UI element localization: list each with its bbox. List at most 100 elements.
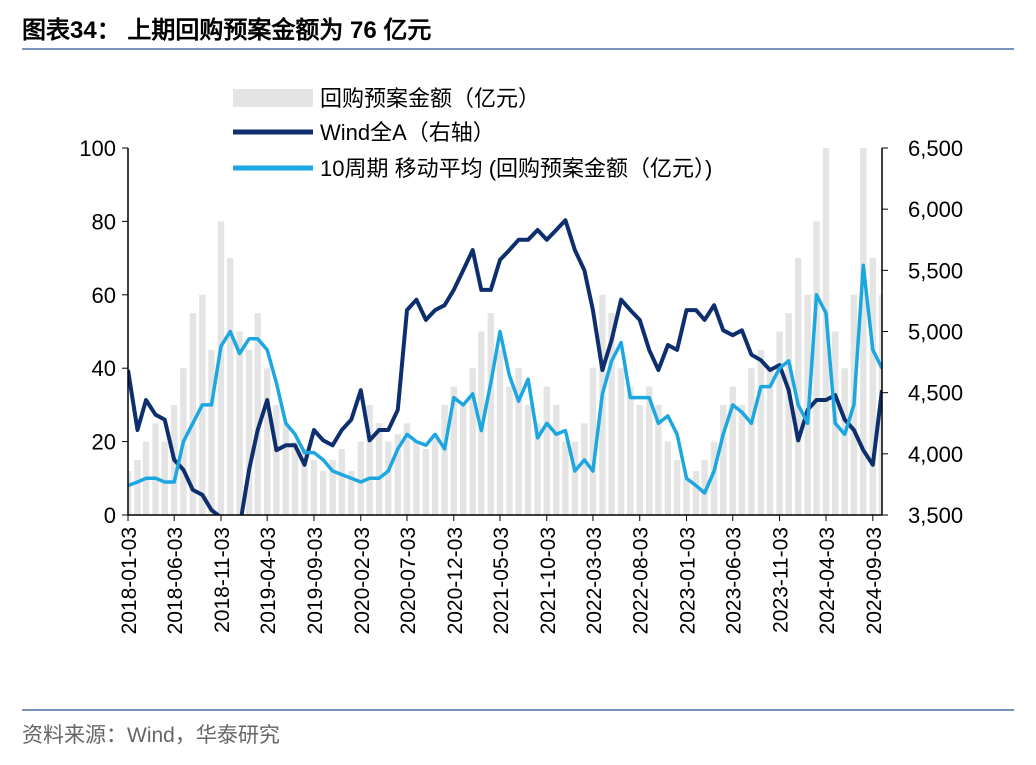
- bar: [431, 434, 439, 515]
- bar: [263, 368, 271, 515]
- y2-tick-label: 5,000: [908, 320, 963, 345]
- bar: [338, 448, 346, 515]
- bar: [617, 368, 625, 515]
- x-tick-label: 2019-04-03: [257, 527, 280, 634]
- bar: [422, 448, 430, 515]
- x-tick-label: 2019-09-03: [304, 527, 327, 634]
- bar: [310, 459, 318, 515]
- legend-label: Wind全A（右轴）: [320, 120, 495, 145]
- bar: [291, 441, 299, 515]
- bar: [357, 441, 364, 515]
- bar: [226, 258, 234, 515]
- y2-tick-label: 3,500: [908, 503, 963, 528]
- y-tick-label: 0: [104, 503, 116, 528]
- bar: [524, 404, 532, 515]
- x-tick-label: 2023-06-03: [723, 527, 746, 634]
- bar: [394, 434, 402, 515]
- bar: [860, 148, 867, 515]
- bar: [766, 368, 774, 515]
- bar: [385, 441, 392, 515]
- bar: [534, 423, 541, 515]
- bar: [794, 258, 802, 515]
- y-tick-label: 100: [79, 136, 116, 161]
- bar: [720, 404, 727, 515]
- bar: [776, 331, 783, 515]
- bar: [515, 368, 522, 515]
- x-tick-label: 2023-11-03: [770, 527, 793, 633]
- bar: [701, 459, 708, 515]
- bar: [729, 386, 736, 515]
- bar: [562, 441, 569, 515]
- line-series: [128, 218, 882, 515]
- y2-tick-label: 4,000: [908, 442, 963, 467]
- bar: [273, 404, 280, 515]
- x-tick-label: 2023-01-03: [677, 527, 700, 634]
- y-tick-label: 40: [92, 356, 116, 381]
- bar: [460, 404, 467, 515]
- bar: [375, 423, 383, 515]
- bar: [543, 386, 550, 515]
- bar: [189, 313, 197, 515]
- bar: [841, 368, 848, 515]
- legend: 回购预案金额（亿元） Wind全A（右轴） 10周期 移动平均 (回购预案金额（亿元…: [233, 86, 712, 181]
- bar: [692, 470, 700, 515]
- x-tick-label: 2020-07-03: [397, 527, 420, 634]
- y2-tick-label: 6,500: [908, 136, 963, 161]
- bar: [245, 349, 253, 515]
- x-tick-label: 2018-11-03: [211, 527, 234, 633]
- bar: [152, 423, 159, 515]
- x-tick-label: 2021-10-03: [537, 527, 560, 634]
- bar: [553, 404, 560, 515]
- bar: [282, 423, 290, 515]
- bar: [664, 441, 672, 515]
- bar: [134, 459, 141, 515]
- bar: [450, 386, 457, 515]
- bar: [738, 404, 746, 515]
- y2-tick-label: 4,500: [908, 381, 963, 406]
- bar: [329, 459, 336, 515]
- bar: [571, 441, 579, 515]
- bar: [627, 386, 634, 515]
- y2-tick-label: 6,000: [908, 197, 963, 222]
- source: 资料来源：Wind，华泰研究: [22, 724, 280, 747]
- bar: [869, 258, 877, 515]
- x-tick-label: 2018-01-03: [118, 527, 141, 634]
- line-series: [128, 263, 882, 495]
- x-tick-label: 2021-05-03: [490, 527, 513, 634]
- bar: [496, 349, 504, 515]
- bar: [655, 404, 662, 515]
- x-tick-label: 2020-02-03: [351, 527, 374, 634]
- plot-area: [128, 148, 882, 515]
- bar: [161, 441, 168, 515]
- x-tick-label: 2022-03-03: [583, 527, 606, 634]
- bar: [813, 221, 820, 515]
- x-tick-label: 2022-08-03: [630, 527, 653, 634]
- bar: [581, 423, 588, 515]
- y-tick-label: 80: [92, 209, 116, 234]
- y-tick-label: 60: [92, 283, 116, 308]
- x-tick-label: 2024-04-03: [816, 527, 839, 634]
- bar: [236, 331, 243, 515]
- bar: [748, 368, 755, 515]
- bar: [757, 349, 765, 515]
- x-tick-label: 2020-12-03: [444, 527, 467, 634]
- bar: [506, 386, 513, 515]
- bar: [217, 221, 225, 515]
- bar: [413, 441, 420, 515]
- bar: [636, 404, 643, 515]
- bar: [785, 313, 792, 515]
- bar: [710, 441, 718, 515]
- bar: [441, 404, 448, 515]
- x-tick-label: 2018-06-03: [164, 527, 187, 634]
- bar: [301, 448, 308, 515]
- bar: [469, 368, 476, 515]
- bar: [673, 459, 681, 515]
- bar: [403, 423, 411, 515]
- y-tick-label: 20: [92, 430, 116, 455]
- bar: [683, 478, 690, 515]
- x-tick-label: 2024-09-03: [863, 527, 886, 634]
- bar: [319, 470, 327, 515]
- bar: [589, 368, 597, 515]
- chart-title: 图表34： 上期回购预案金额为 76 亿元: [22, 16, 431, 44]
